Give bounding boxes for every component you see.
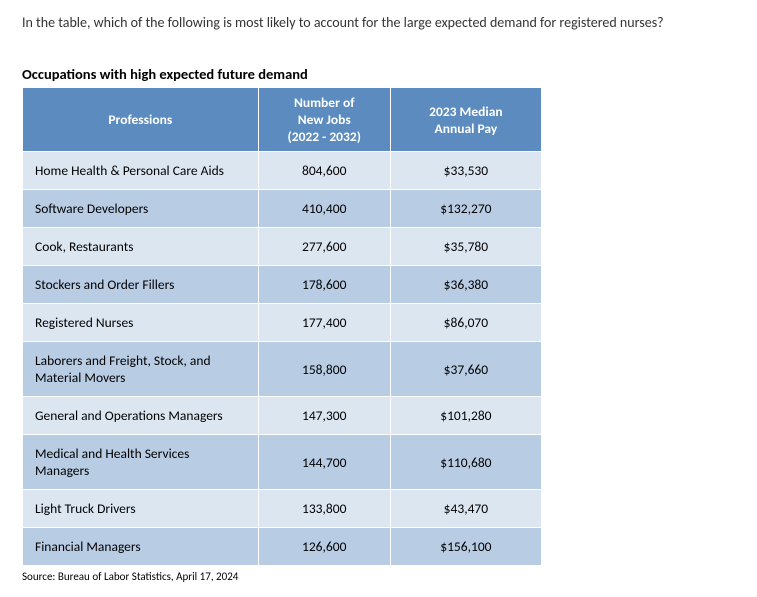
cell-profession: Light Truck Drivers (23, 490, 259, 528)
table-source: Source: Bureau of Labor Statistics, Apri… (22, 570, 735, 583)
cell-jobs: 126,600 (258, 528, 390, 566)
cell-pay: $43,470 (390, 490, 541, 528)
table-body: Home Health & Personal Care Aids 804,600… (23, 152, 542, 566)
table-row: General and Operations Managers 147,300 … (23, 397, 542, 435)
cell-pay: $86,070 (390, 304, 541, 342)
table-row: Financial Managers 126,600 $156,100 (23, 528, 542, 566)
occupations-table: Professions Number of New Jobs (2022 - 2… (22, 87, 542, 566)
cell-pay: $132,270 (390, 190, 541, 228)
cell-jobs: 147,300 (258, 397, 390, 435)
col-header-pay-l2: Annual Pay (399, 120, 533, 137)
cell-profession: Software Developers (23, 190, 259, 228)
table-row: Medical and Health Services Managers 144… (23, 435, 542, 490)
cell-profession: Stockers and Order Fillers (23, 266, 259, 304)
col-header-new-jobs-l3: (2022 - 2032) (267, 128, 382, 145)
cell-profession: Cook, Restaurants (23, 228, 259, 266)
col-header-new-jobs-l2: New Jobs (267, 111, 382, 128)
cell-jobs: 158,800 (258, 342, 390, 397)
table-row: Stockers and Order Fillers 178,600 $36,3… (23, 266, 542, 304)
cell-profession: Home Health & Personal Care Aids (23, 152, 259, 190)
cell-pay: $101,280 (390, 397, 541, 435)
cell-pay: $156,100 (390, 528, 541, 566)
cell-profession: Financial Managers (23, 528, 259, 566)
question-text: In the table, which of the following is … (22, 14, 735, 31)
cell-jobs: 804,600 (258, 152, 390, 190)
table-row: Cook, Restaurants 277,600 $35,780 (23, 228, 542, 266)
cell-profession: Laborers and Freight, Stock, and Materia… (23, 342, 259, 397)
cell-profession: General and Operations Managers (23, 397, 259, 435)
table-row: Home Health & Personal Care Aids 804,600… (23, 152, 542, 190)
col-header-professions: Professions (23, 88, 259, 152)
cell-pay: $37,660 (390, 342, 541, 397)
table-row: Light Truck Drivers 133,800 $43,470 (23, 490, 542, 528)
cell-jobs: 144,700 (258, 435, 390, 490)
table-row: Software Developers 410,400 $132,270 (23, 190, 542, 228)
table-title: Occupations with high expected future de… (22, 65, 735, 83)
cell-pay: $110,680 (390, 435, 541, 490)
cell-pay: $33,530 (390, 152, 541, 190)
col-header-new-jobs: Number of New Jobs (2022 - 2032) (258, 88, 390, 152)
cell-profession: Medical and Health Services Managers (23, 435, 259, 490)
table-row: Laborers and Freight, Stock, and Materia… (23, 342, 542, 397)
cell-profession: Registered Nurses (23, 304, 259, 342)
col-header-new-jobs-l1: Number of (267, 94, 382, 111)
cell-jobs: 133,800 (258, 490, 390, 528)
table-row: Registered Nurses 177,400 $86,070 (23, 304, 542, 342)
cell-jobs: 178,600 (258, 266, 390, 304)
cell-pay: $36,380 (390, 266, 541, 304)
cell-jobs: 277,600 (258, 228, 390, 266)
cell-jobs: 177,400 (258, 304, 390, 342)
table-header-row: Professions Number of New Jobs (2022 - 2… (23, 88, 542, 152)
col-header-pay: 2023 Median Annual Pay (390, 88, 541, 152)
col-header-pay-l1: 2023 Median (399, 103, 533, 120)
cell-jobs: 410,400 (258, 190, 390, 228)
cell-pay: $35,780 (390, 228, 541, 266)
